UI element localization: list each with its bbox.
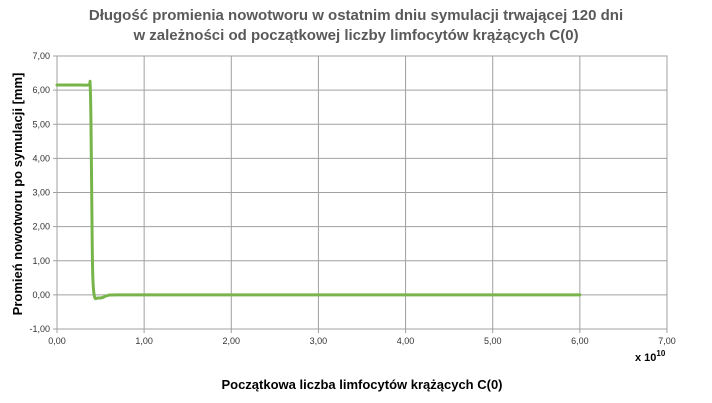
x-tick-label: 6,00 (571, 336, 589, 346)
y-tick-label: 6,00 (32, 85, 50, 95)
series-layer (55, 79, 582, 301)
chart-title-line-2: w zależności od początkowej liczby limfo… (132, 27, 578, 44)
y-tick-label: 4,00 (32, 153, 50, 163)
y-tick-label: 0,00 (32, 290, 50, 300)
x-tick-label: 4,00 (397, 336, 415, 346)
y-tick-label: 5,00 (32, 119, 50, 129)
y-tick-labels: -1,00 0,00 1,00 2,00 3,00 4,00 5,00 6,00 7,00 (29, 51, 50, 334)
x-tick-label: 2,00 (223, 336, 241, 346)
x-tick-label: 5,00 (484, 336, 502, 346)
y-axis-title: Promień nowotworu po symulacji [mm] (10, 73, 25, 316)
y-tick-label: 3,00 (32, 188, 50, 198)
x-axis-title: Początkowa liczba limfocytów krążących C… (221, 377, 502, 392)
series-line (55, 79, 582, 301)
x-tick-label: 1,00 (135, 336, 153, 346)
x-tick-label: 7,00 (658, 336, 676, 346)
x-tick-label: 3,00 (310, 336, 328, 346)
x-tick-labels: 0,00 1,00 2,00 3,00 4,00 5,00 6,00 7,00 (48, 336, 676, 346)
x-axis-multiplier: x 1010 (635, 349, 666, 364)
y-tick-label: 1,00 (32, 256, 50, 266)
y-tick-label: -1,00 (29, 324, 50, 334)
y-tick-label: 7,00 (32, 51, 50, 61)
chart-title-line-1: Długość promienia nowotworu w ostatnim d… (89, 7, 623, 24)
x-tick-label: 0,00 (48, 336, 66, 346)
y-tick-label: 2,00 (32, 222, 50, 232)
